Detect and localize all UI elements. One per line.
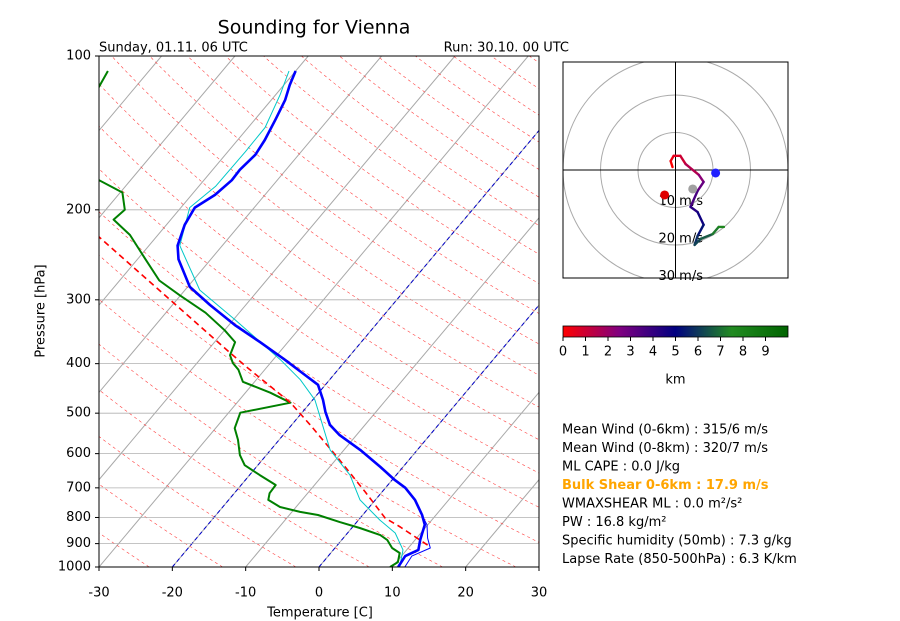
x-tick-label: -10 [235, 586, 256, 601]
dry-adiabat [301, 56, 539, 226]
dry-adiabat [99, 125, 539, 441]
info-panel: Mean Wind (0-6km) : 315/6 m/s Mean Wind (… [562, 423, 797, 568]
info-line: WMAXSHEAR ML : 0.0 m²/s² [562, 497, 742, 512]
subtitle: Run: 30.10. 00 UTC [444, 41, 569, 56]
hodo-segment [689, 205, 699, 214]
hodo-segment [696, 210, 705, 226]
y-tick-label: 800 [66, 510, 91, 525]
info-line: Lapse Rate (850-500hPa) : 6.3 K/km [562, 552, 797, 567]
highlight-isotherm [171, 129, 539, 567]
plot-frame [98, 55, 540, 568]
info-line: Mean Wind (0-6km) : 315/6 m/s [562, 423, 768, 438]
y-tick-label: 900 [66, 536, 91, 551]
dry-adiabat [339, 56, 539, 198]
hodo-segment [679, 154, 687, 166]
x-tick-label: -20 [162, 586, 183, 601]
colorbar-tick-label: 4 [649, 345, 657, 360]
isotherm [465, 478, 539, 567]
hodograph-trace [563, 62, 788, 278]
ring-label: 30 m/s [659, 269, 704, 284]
x-tick-label: 0 [315, 586, 323, 601]
colorbar-label: km [665, 373, 685, 388]
hodo-segment [696, 223, 705, 238]
colorbar-bar [562, 325, 789, 338]
dry-adiabat [99, 168, 539, 474]
colorbar-tick-label: 3 [626, 345, 634, 360]
colorbar-tick-label: 6 [694, 345, 702, 360]
chart-title: Sounding for Vienna [218, 17, 411, 39]
hodo-segment [699, 232, 714, 241]
dry-adiabat [99, 83, 539, 408]
colorbar: 0 1 2 3 4 5 6 7 8 9 km [559, 325, 789, 388]
isotherm [99, 56, 309, 306]
y-tick-label: 200 [66, 202, 91, 217]
profile-line [404, 511, 431, 567]
isotherm [318, 304, 539, 567]
storm-motion-marker [688, 184, 698, 194]
isotherm [99, 56, 529, 567]
info-line: Mean Wind (0-8km) : 320/7 m/s [562, 441, 768, 456]
y-tick-label: 500 [66, 406, 91, 421]
profiles [99, 70, 431, 567]
hodo-segment [684, 162, 700, 177]
isotherm [99, 56, 382, 394]
colorbar-tick-label: 7 [716, 345, 724, 360]
hodo-segment [697, 173, 705, 184]
info-line: ML CAPE : 0.0 J/kg [562, 460, 680, 475]
y-axis-label: Pressure [hPa] [34, 264, 49, 357]
hodo-segment [693, 237, 702, 247]
background-lines [0, 56, 539, 567]
x-tick-label: 30 [531, 586, 548, 601]
hodo-segment [696, 180, 705, 193]
isotherm [0, 56, 15, 567]
colorbar-tick-label: 8 [739, 345, 747, 360]
colorbar-tick-label: 9 [761, 345, 769, 360]
x-axis-label: Temperature [C] [266, 606, 373, 621]
hodo-segment [711, 225, 720, 236]
x-tick-label: 10 [384, 586, 401, 601]
ring-label: 20 m/s [659, 232, 704, 247]
y-tick-label: 100 [66, 49, 91, 64]
hodograph: 10 m/s20 m/s30 m/s [659, 194, 704, 284]
hodograph-frame [562, 61, 789, 279]
subtitle: Sunday, 01.11. 06 UTC [99, 41, 248, 56]
colorbar-tick-label: 1 [581, 345, 589, 360]
y-tick-label: 600 [66, 446, 91, 461]
dry-adiabat [187, 56, 539, 314]
isotherm [245, 217, 539, 567]
y-tick-label: 300 [66, 292, 91, 307]
dry-adiabat [415, 56, 539, 143]
storm-motion-marker [711, 168, 721, 178]
info-line: Specific humidity (50mb) : 7.3 g/kg [562, 534, 792, 549]
profile-line [179, 70, 404, 567]
dry-adiabat [149, 56, 539, 345]
info-line: PW : 16.8 kg/m² [562, 515, 666, 530]
y-tick-label: 700 [66, 480, 91, 495]
y-tick-label: 1000 [58, 560, 91, 575]
profile-line [176, 70, 427, 567]
profile-line [99, 70, 401, 567]
colorbar-tick-label: 0 [559, 345, 567, 360]
colorbar-tick-label: 5 [671, 345, 679, 360]
x-tick-label: 20 [457, 586, 474, 601]
dry-adiabat [99, 211, 539, 508]
x-tick-label: -30 [88, 586, 109, 601]
isotherm [99, 56, 456, 481]
colorbar-tick-label: 2 [604, 345, 612, 360]
hodo-segment [689, 189, 699, 209]
dry-adiabat [99, 436, 297, 567]
info-line: Bulk Shear 0-6km : 17.9 m/s [562, 478, 769, 493]
dry-adiabat [225, 56, 539, 284]
profile-line [99, 236, 429, 546]
isotherm [391, 391, 539, 567]
storm-motion-marker [660, 190, 670, 200]
y-tick-label: 400 [66, 356, 91, 371]
isotherm [99, 56, 236, 219]
